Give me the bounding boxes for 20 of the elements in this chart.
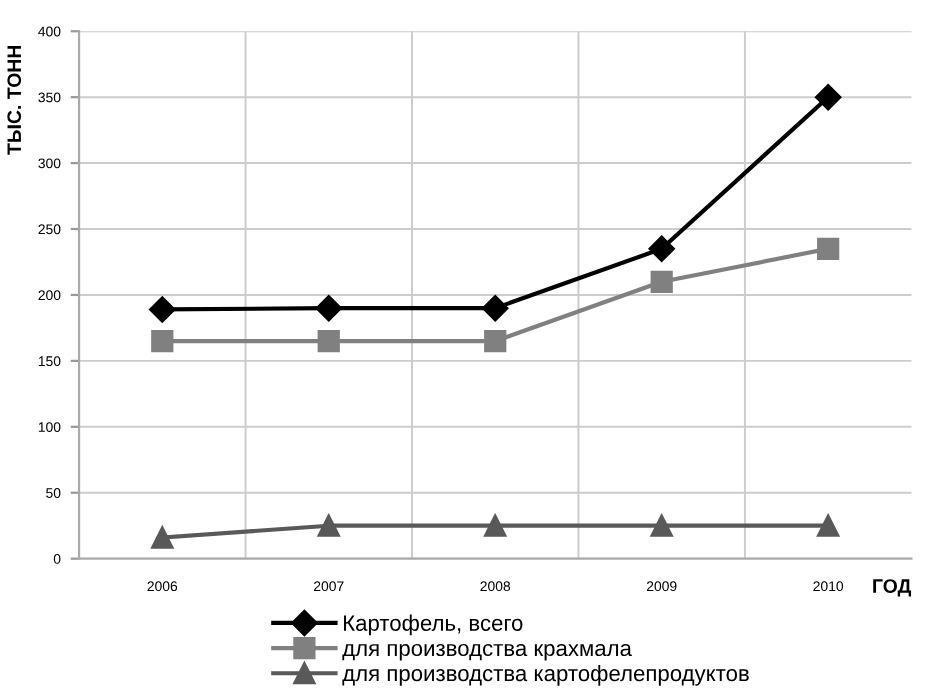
point xyxy=(814,83,842,111)
point xyxy=(317,514,340,537)
point xyxy=(817,237,840,260)
point xyxy=(648,235,675,262)
point xyxy=(650,514,673,537)
point xyxy=(151,329,174,353)
legend-label: для производства картофелепродуктов xyxy=(342,664,749,686)
legend-label: Картофель, всего xyxy=(343,614,523,636)
point xyxy=(817,514,840,537)
legend-label: для производства крахмала xyxy=(342,643,632,661)
y-axis-title: ТЫС. ТОНН xyxy=(7,45,22,155)
point xyxy=(317,329,340,353)
point xyxy=(151,526,174,549)
point xyxy=(482,294,509,322)
point xyxy=(484,329,507,353)
point xyxy=(149,296,176,323)
point xyxy=(484,514,507,537)
x-axis-title: ГОД xyxy=(873,579,912,597)
point xyxy=(315,294,342,322)
point xyxy=(650,270,673,293)
